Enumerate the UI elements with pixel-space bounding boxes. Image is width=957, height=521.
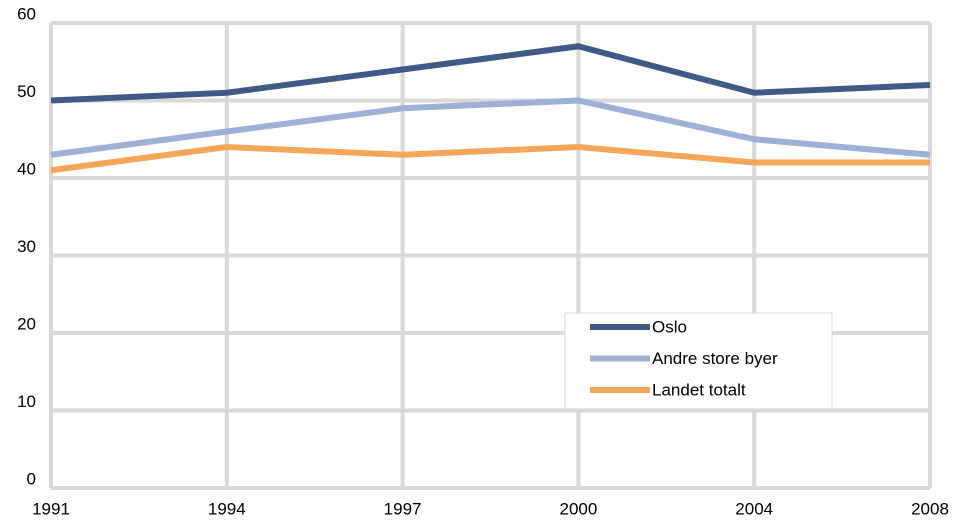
x-tick-label: 1994 <box>208 499 246 518</box>
y-tick-label: 0 <box>27 469 36 488</box>
y-tick-label: 40 <box>17 159 36 178</box>
x-tick-label: 2000 <box>559 499 597 518</box>
series-line <box>50 43 931 104</box>
y-tick-label: 30 <box>17 237 36 256</box>
y-tick-label: 60 <box>17 4 36 23</box>
legend-label: Oslo <box>652 317 687 336</box>
x-tick-label: 2008 <box>911 499 949 518</box>
x-tick-label: 1991 <box>32 499 70 518</box>
series-line <box>50 144 930 174</box>
y-tick-label: 10 <box>17 392 36 411</box>
y-tick-label: 20 <box>17 314 36 333</box>
legend-label: Landet totalt <box>652 380 746 399</box>
legend-label: Andre store byer <box>652 349 778 368</box>
series-line <box>50 97 931 158</box>
y-tick-label: 50 <box>17 82 36 101</box>
x-tick-label: 2004 <box>735 499 773 518</box>
x-tick-label: 1997 <box>384 499 422 518</box>
